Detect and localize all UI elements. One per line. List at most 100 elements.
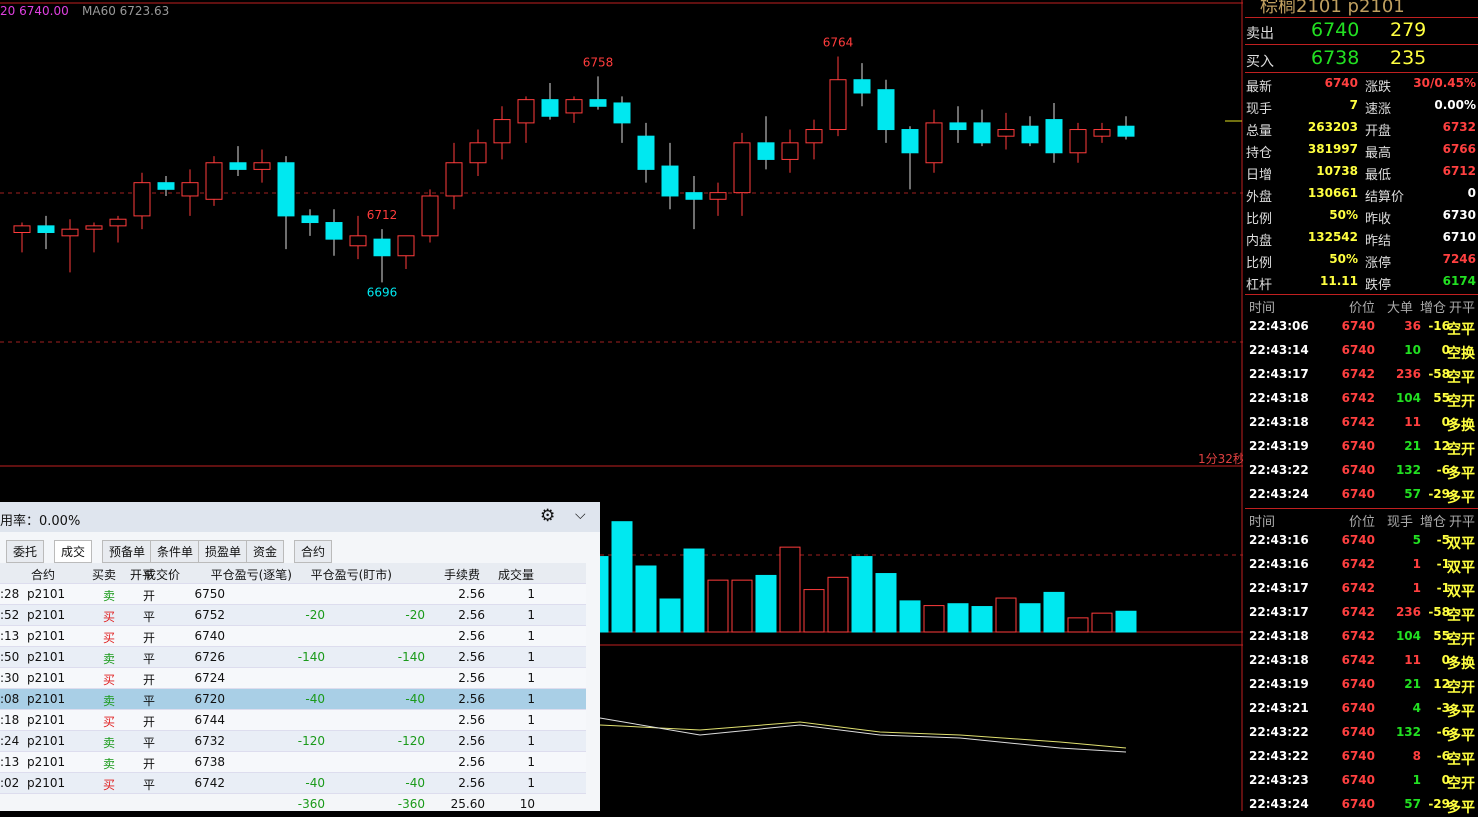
tick-cell: 22:43:14 <box>1249 343 1309 357</box>
table-row[interactable] <box>0 584 586 605</box>
tick-cell: 132 <box>1395 725 1421 739</box>
volume-bar <box>1043 591 1065 633</box>
candle-body <box>685 192 703 200</box>
candle-body <box>373 238 391 257</box>
candle-body <box>973 122 991 144</box>
trade-cell: 卖 <box>103 652 116 666</box>
tab[interactable]: 损盈单 <box>198 540 249 563</box>
candle-body <box>517 99 535 124</box>
column-header: 现手 <box>1386 515 1413 530</box>
tick-cell: 多换 <box>1447 418 1475 434</box>
tab[interactable]: 成交 <box>54 540 93 563</box>
tick-cell: 多平 <box>1447 728 1475 744</box>
tick-cell: -6 <box>1436 463 1450 477</box>
tick-cell: 22:43:18 <box>1249 653 1309 667</box>
trade-cell: 1 <box>527 776 535 790</box>
total-cell: -360 <box>297 797 325 811</box>
tick-cell: 0 <box>1441 653 1450 667</box>
tick-cell: 空开 <box>1447 394 1475 410</box>
volume-bar <box>1019 603 1041 633</box>
trade-cell: 开 <box>143 715 156 729</box>
tick-cell: -58 <box>1428 367 1450 381</box>
stat-label: 杠杆 <box>1246 278 1273 293</box>
indicator-line <box>599 721 1127 749</box>
table-row[interactable] <box>0 626 586 647</box>
trade-cell: -120 <box>397 734 425 748</box>
table-row[interactable] <box>0 647 586 668</box>
stat-value: 6712 <box>1442 164 1476 178</box>
stat-label: 日增 <box>1246 168 1273 183</box>
tick-cell: 0 <box>1441 773 1450 787</box>
volume-bar <box>995 597 1017 633</box>
table-row[interactable] <box>0 668 586 689</box>
trade-cell: 2.56 <box>458 587 485 601</box>
extreme-label: 6758 <box>583 55 614 69</box>
tick-cell: 6742 <box>1341 557 1375 571</box>
volume-bar <box>947 603 969 633</box>
column-header: 成交量 <box>497 568 534 582</box>
table-row[interactable] <box>0 731 586 752</box>
tick-cell: 10 <box>1404 343 1421 357</box>
tick-cell: 双平 <box>1447 560 1475 576</box>
table-row[interactable] <box>0 752 586 773</box>
trade-cell: :02 <box>0 776 20 790</box>
tick-cell: 空平 <box>1447 608 1475 624</box>
candle-body <box>781 142 799 160</box>
candle-body <box>589 99 607 107</box>
trade-cell: 卖 <box>103 757 116 771</box>
tick-cell: -29 <box>1428 487 1450 501</box>
trade-cell: 6742 <box>194 776 225 790</box>
column-header: 价位 <box>1348 301 1375 316</box>
trade-cell: 2.56 <box>458 671 485 685</box>
table-row[interactable] <box>0 605 586 626</box>
tab[interactable]: 合约 <box>294 540 333 563</box>
extreme-label: 6712 <box>367 208 398 222</box>
column-header: 平仓盈亏(盯市) <box>310 568 392 582</box>
table-row[interactable] <box>0 563 586 584</box>
trade-cell: 开 <box>143 631 156 645</box>
tab[interactable]: 资金 <box>246 540 285 563</box>
column-header: 开平 <box>130 568 155 582</box>
trade-cell: 1 <box>527 587 535 601</box>
table-row[interactable] <box>0 773 586 794</box>
tab[interactable]: 委托 <box>6 540 45 563</box>
table-row[interactable] <box>0 689 586 710</box>
tick-cell: 0 <box>1441 415 1450 429</box>
column-header: 成交价 <box>143 568 180 582</box>
tab[interactable]: 预备单 <box>102 540 153 563</box>
trade-cell: 2.56 <box>458 692 485 706</box>
trade-cell: :50 <box>0 650 20 664</box>
trade-cell: -40 <box>305 692 325 706</box>
stat-label: 最高 <box>1365 146 1392 161</box>
candle-body <box>301 215 319 224</box>
column-header: 平仓盈亏(逐笔) <box>210 568 292 582</box>
trade-cell: :52 <box>0 608 20 622</box>
tick-cell: 11 <box>1404 653 1421 667</box>
stat-value: 6174 <box>1442 274 1476 288</box>
trade-cell: 开 <box>143 673 156 687</box>
ma20-label: 20 6740.00 <box>0 4 69 18</box>
trade-cell: 平 <box>143 694 156 708</box>
stat-label: 昨结 <box>1365 234 1392 249</box>
tick-cell: 多平 <box>1447 490 1475 506</box>
trade-cell: 平 <box>143 778 156 792</box>
tick-cell: 22:43:19 <box>1249 677 1309 691</box>
tick-cell: 双平 <box>1447 584 1475 600</box>
column-header: 开平 <box>1448 301 1475 316</box>
stat-value: 10738 <box>1316 164 1358 178</box>
candle-body <box>637 135 655 170</box>
tick-cell: 空平 <box>1447 752 1475 768</box>
trade-cell: :28 <box>0 587 20 601</box>
stat-label: 持仓 <box>1246 146 1273 161</box>
settings-icon[interactable]: ⚙ <box>540 506 556 526</box>
trade-cell: p2101 <box>27 629 66 643</box>
table-row[interactable] <box>0 710 586 731</box>
stat-value: 132542 <box>1307 230 1358 244</box>
stat-label: 比例 <box>1246 212 1273 227</box>
tab[interactable]: 条件单 <box>150 540 201 563</box>
column-header: 时间 <box>1249 301 1276 316</box>
collapse-icon[interactable]: ⌵ <box>575 507 586 523</box>
indicator-line <box>599 717 1127 753</box>
tick-cell: 8 <box>1412 749 1421 763</box>
extreme-label: 6764 <box>823 35 854 49</box>
